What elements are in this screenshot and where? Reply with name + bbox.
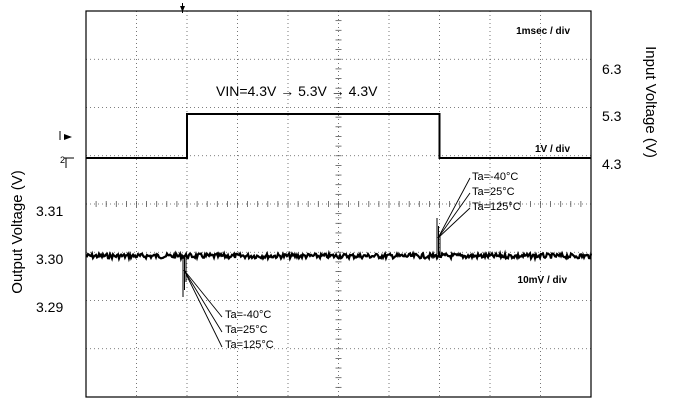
grid: [85, 10, 592, 398]
channel-2-marker: 2: [60, 155, 74, 168]
input-tick-label: 5.3: [602, 108, 622, 124]
input-tick-label: 6.3: [602, 61, 622, 77]
fall-annotation-1: Ta=-40°C: [472, 171, 518, 183]
output-scale-label: 10mV / div: [518, 275, 568, 286]
input-scale-label: 1V / div: [535, 144, 570, 155]
trigger-marker: [180, 3, 185, 13]
output-tick-label: 3.29: [36, 299, 63, 315]
channel-1-marker: [59, 131, 72, 140]
rise-annotation-3: Ta=125°C: [225, 339, 274, 351]
input-voltage-trace: [86, 113, 591, 159]
plot-frame: [85, 10, 592, 398]
output-tick-label: 3.30: [36, 251, 63, 267]
svg-text:2: 2: [60, 155, 65, 165]
output-voltage-trace: [85, 249, 593, 263]
output-axis-title: Output Voltage (V): [9, 170, 26, 293]
fall-leader-lines: [437, 177, 471, 239]
rise-annotation-2: Ta=25°C: [225, 324, 268, 336]
overshoot-spikes: [436, 218, 441, 254]
output-tick-label: 3.31: [36, 203, 63, 219]
rise-leader-lines: [183, 269, 223, 348]
undershoot-spikes: [182, 255, 187, 297]
vin-step-label: VIN=4.3V → 5.3V → 4.3V: [216, 83, 378, 99]
rise-annotation-1: Ta=-40°C: [225, 309, 271, 321]
input-axis-title: Input Voltage (V): [642, 46, 659, 158]
time-scale-label: 1msec / div: [516, 26, 570, 37]
input-tick-label: 4.3: [602, 156, 622, 172]
fall-annotation-3: Ta=125°C: [472, 201, 521, 213]
fall-annotation-2: Ta=25°C: [472, 186, 515, 198]
